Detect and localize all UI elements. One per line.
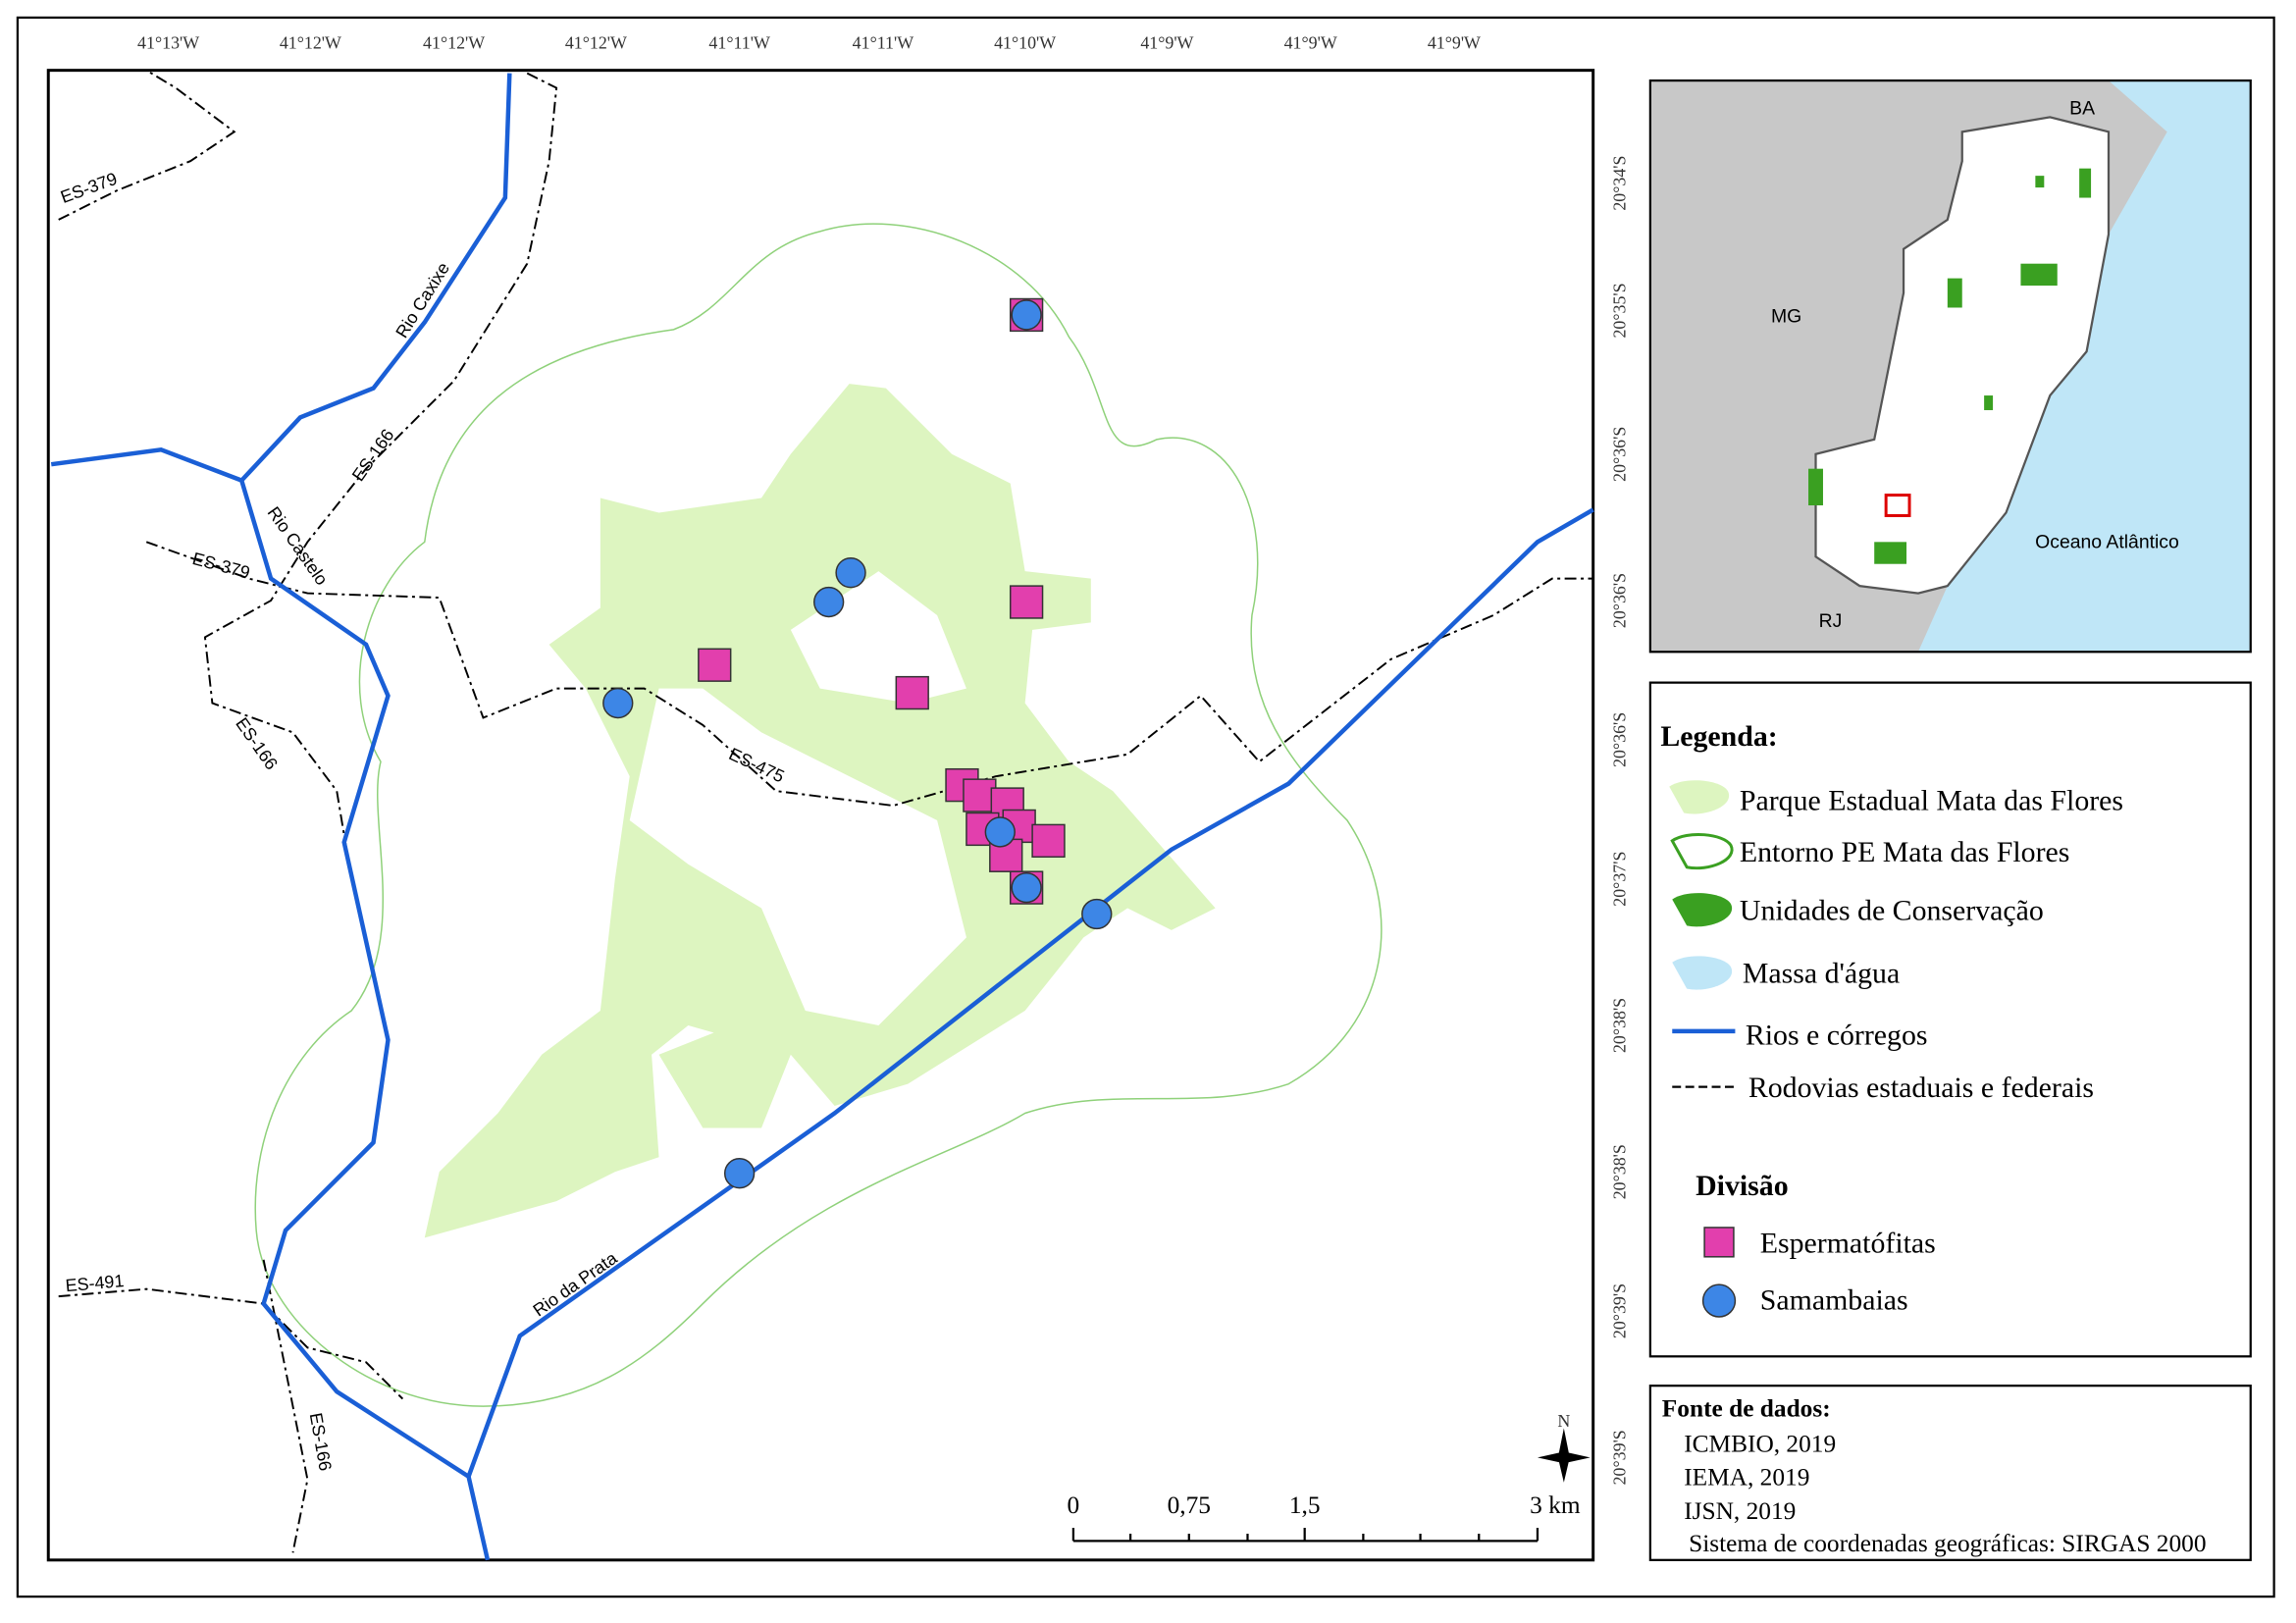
north-label: N: [1557, 1411, 1570, 1431]
coord-label: 41°12'W: [565, 32, 627, 52]
main-map: 41°13'W 41°12'W 41°12'W 41°12'W 41°11'W …: [46, 32, 1630, 1562]
coord-label: 20°35'S: [1610, 283, 1630, 338]
scale-label: 0: [1068, 1492, 1080, 1519]
legend-item: Samambaias: [1760, 1284, 1908, 1317]
coord-label: 41°11'W: [708, 32, 770, 52]
ocean: [1917, 80, 2251, 653]
coord-label: 41°10'W: [994, 32, 1056, 52]
legend-item: Espermatófitas: [1760, 1227, 1936, 1259]
coord-label: 41°12'W: [280, 32, 341, 52]
source-item: IJSN, 2019: [1684, 1497, 1796, 1525]
legend-swatch: [1701, 1283, 1737, 1318]
top-coordinates: 41°13'W 41°12'W 41°12'W 41°12'W 41°11'W …: [137, 32, 1481, 52]
sources: Fonte de dados: ICMBIO, 2019 IEMA, 2019 …: [1648, 1385, 2252, 1561]
legend-item: Entorno PE Mata das Flores: [1740, 836, 2069, 868]
division-title: Divisão: [1696, 1170, 1789, 1202]
scale-bar: 0 0,75 1,5 3 km: [1068, 1492, 1581, 1543]
coord-label: 20°36'S: [1610, 573, 1630, 628]
coord-label: 20°39'S: [1610, 1283, 1630, 1338]
coord-label: 41°12'W: [423, 32, 485, 52]
coord-label: 20°36'S: [1610, 712, 1630, 767]
conservation-units: [1808, 168, 2092, 564]
inset-label: MG: [1771, 305, 1801, 327]
roads: [58, 69, 1593, 1553]
inset-map: BA MG Oceano Atlântico RJ: [1648, 79, 2252, 654]
sources-title: Fonte de dados:: [1662, 1395, 1831, 1423]
crs-note: Sistema de coordenadas geográficas: SIRG…: [1689, 1530, 2206, 1557]
coord-label: 41°9'W: [1428, 32, 1481, 52]
coord-label: 20°39'S: [1610, 1430, 1630, 1485]
legend-swatch: [1672, 956, 1733, 990]
scale-label: 3 km: [1530, 1492, 1581, 1519]
legend-item: Rios e córregos: [1746, 1019, 1928, 1051]
source-item: IEMA, 2019: [1684, 1464, 1809, 1492]
park-area: [658, 1024, 791, 1128]
legend-frame: [1648, 681, 2252, 1358]
coord-label: 20°38'S: [1610, 1144, 1630, 1199]
legend-swatch: [1669, 780, 1730, 814]
scale-label: 1,5: [1289, 1492, 1321, 1519]
coord-label: 41°13'W: [137, 32, 199, 52]
coord-label: 20°36'S: [1610, 427, 1630, 482]
coord-label: 20°38'S: [1610, 998, 1630, 1053]
rivers: [50, 73, 1594, 1561]
legend-swatch: [1703, 1227, 1735, 1258]
legend-item: Unidades de Conservação: [1740, 894, 2044, 926]
buffer-outline: [254, 223, 1383, 1407]
inset-frame: [1648, 79, 2252, 654]
coord-label: 20°34'S: [1610, 156, 1630, 211]
coord-label: 41°9'W: [1284, 32, 1337, 52]
legend-title: Legenda:: [1660, 720, 1777, 753]
scale-label: 0,75: [1168, 1492, 1211, 1519]
inset-label: BA: [2069, 97, 2095, 119]
study-area-box: [1884, 494, 1911, 517]
legend: Legenda: Parque Estadual Mata das Flores…: [1648, 681, 2252, 1358]
state-es: [1814, 116, 2111, 595]
inset-label: RJ: [1819, 610, 1843, 632]
source-item: ICMBIO, 2019: [1684, 1430, 1836, 1457]
coord-label: 41°9'W: [1140, 32, 1193, 52]
legend-item: Rodovias estaduais e federais: [1748, 1072, 2094, 1104]
north-arrow: N: [1537, 1411, 1591, 1483]
legend-item: Massa d'água: [1743, 958, 1900, 990]
legend-swatch: [1670, 832, 1734, 870]
inset-label: Oceano Atlântico: [2035, 531, 2179, 552]
right-coordinates: 20°34'S 20°35'S 20°36'S 20°36'S 20°36'S …: [1610, 156, 1630, 1486]
legend-item: Parque Estadual Mata das Flores: [1740, 785, 2123, 817]
outer-frame: [16, 16, 2275, 1598]
sample-points: [602, 297, 1113, 1189]
sources-frame: [1648, 1385, 2252, 1561]
legend-swatch: [1672, 893, 1733, 927]
coord-label: 20°37'S: [1610, 852, 1630, 907]
coord-label: 41°11'W: [853, 32, 914, 52]
park-gap: [629, 571, 966, 1025]
